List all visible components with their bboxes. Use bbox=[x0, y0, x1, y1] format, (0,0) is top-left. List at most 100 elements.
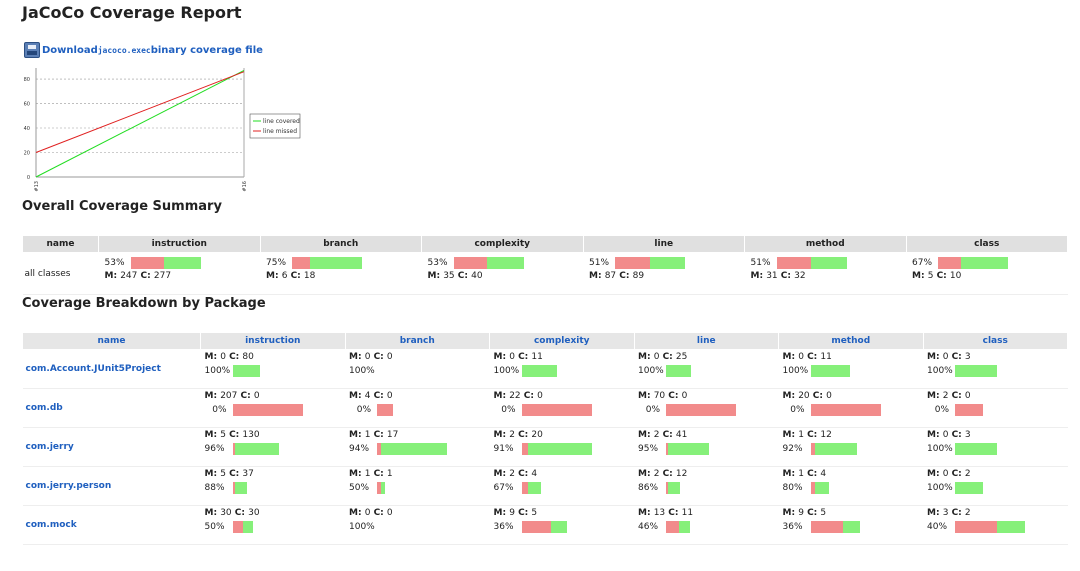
coverage-bar bbox=[810, 365, 850, 377]
coverage-bar bbox=[232, 365, 260, 377]
summary-header-method: method bbox=[744, 235, 907, 253]
missed-covered-counts: M: 1 C: 1 bbox=[349, 469, 393, 479]
coverage-bar bbox=[810, 404, 881, 416]
coverage-percent: 0% bbox=[212, 405, 227, 415]
missed-covered-counts: M: 0 C: 11 bbox=[782, 352, 832, 362]
package-link[interactable]: com.jerry.person bbox=[22, 466, 201, 506]
covered-bar bbox=[810, 365, 850, 377]
covered-bar bbox=[997, 521, 1025, 533]
missed-covered-counts: M: 1 C: 12 bbox=[782, 430, 832, 440]
coverage-percent: 40% bbox=[927, 522, 948, 532]
summary-cell-class: 67% M: 5 C: 10 bbox=[906, 252, 1068, 295]
covered-count: 2 bbox=[964, 469, 971, 479]
missed-covered-counts: M: 247 C: 277 bbox=[104, 271, 172, 281]
summary-table: name instruction branch complexity line metho… bbox=[22, 235, 1068, 295]
missed-bar bbox=[377, 404, 393, 416]
missed-count: 22 bbox=[509, 391, 521, 401]
covered-count: 3 bbox=[964, 430, 971, 440]
package-header-complexity[interactable]: complexity bbox=[489, 332, 635, 350]
missed-covered-counts: M: 0 C: 3 bbox=[927, 430, 971, 440]
missed-covered-counts: M: 2 C: 4 bbox=[493, 469, 538, 479]
covered-bar bbox=[961, 256, 1008, 269]
coverage-bar bbox=[232, 521, 253, 533]
covered-count: 4 bbox=[531, 469, 538, 479]
package-cell-branch: M: 1 C: 1 50% bbox=[345, 466, 490, 506]
missed-covered-counts: M: 30 C: 30 bbox=[204, 508, 260, 518]
coverage-percent: 100% bbox=[349, 522, 375, 532]
summary-header-line: line bbox=[582, 235, 745, 253]
coverage-bar bbox=[377, 482, 385, 494]
coverage-bar bbox=[955, 521, 1025, 533]
download-link[interactable]: Download jacoco.exec binary coverage fil… bbox=[24, 42, 263, 58]
coverage-percent: 100% bbox=[927, 444, 953, 454]
missed-covered-counts: M: 0 C: 11 bbox=[493, 352, 543, 362]
covered-count: 0 bbox=[826, 391, 832, 401]
missed-bar bbox=[955, 521, 997, 533]
missed-count: 1 bbox=[798, 469, 804, 479]
package-cell-branch: M: 0 C: 0 100% bbox=[345, 349, 490, 389]
missed-count: 207 bbox=[220, 391, 238, 401]
missed-bar bbox=[666, 404, 736, 416]
coverage-percent: 46% bbox=[638, 522, 659, 532]
missed-count: 2 bbox=[653, 430, 660, 440]
missed-covered-counts: M: 0 C: 25 bbox=[638, 352, 688, 362]
package-header-instruction[interactable]: instruction bbox=[200, 332, 346, 350]
missed-bar bbox=[810, 404, 881, 416]
summary-cell-branch: 75% M: 6 C: 18 bbox=[260, 252, 422, 295]
package-cell-method: M: 1 C: 12 92% bbox=[778, 427, 923, 467]
missed-count: 6 bbox=[281, 271, 288, 281]
missed-covered-counts: M: 5 C: 37 bbox=[204, 469, 254, 479]
download-prefix[interactable]: Download bbox=[42, 44, 98, 56]
missed-count: 4 bbox=[364, 391, 371, 401]
missed-count: 70 bbox=[653, 391, 666, 401]
coverage-percent: 100% bbox=[493, 366, 520, 376]
coverage-bar bbox=[377, 443, 447, 455]
coverage-percent: 80% bbox=[782, 483, 803, 493]
coverage-percent: 94% bbox=[349, 444, 370, 454]
covered-count: 40 bbox=[471, 271, 483, 281]
coverage-percent: 88% bbox=[204, 483, 225, 493]
covered-bar bbox=[650, 256, 685, 269]
package-header-name[interactable]: name bbox=[22, 332, 201, 350]
coverage-bar bbox=[521, 365, 557, 377]
package-header-line[interactable]: line bbox=[633, 332, 779, 350]
covered-count: 11 bbox=[820, 352, 832, 362]
download-filename[interactable]: jacoco.exec bbox=[97, 45, 151, 55]
package-link[interactable]: com.mock bbox=[22, 505, 201, 545]
package-header-class[interactable]: class bbox=[922, 332, 1068, 350]
missed-count: 1 bbox=[798, 430, 804, 440]
summary-cell-complexity: 53% M: 35 C: 40 bbox=[421, 252, 583, 295]
covered-count: 11 bbox=[681, 508, 694, 518]
y-tick-label: 60 bbox=[24, 102, 30, 108]
missed-count: 9 bbox=[509, 508, 515, 518]
package-header-method[interactable]: method bbox=[778, 332, 924, 350]
coverage-percent: 50% bbox=[204, 522, 225, 532]
package-link[interactable]: com.jerry bbox=[22, 427, 201, 467]
missed-bar bbox=[955, 404, 983, 416]
package-cell-instruction: M: 207 C: 0 0% bbox=[200, 388, 345, 428]
missed-covered-counts: M: 31 C: 32 bbox=[750, 271, 806, 281]
covered-count: 3 bbox=[964, 352, 971, 362]
package-link[interactable]: com.db bbox=[22, 388, 201, 428]
missed-count: 2 bbox=[509, 469, 515, 479]
legend-label: line missed bbox=[263, 128, 297, 135]
package-link[interactable]: com.Account.JUnit5Project bbox=[22, 349, 201, 389]
covered-count: 12 bbox=[820, 430, 832, 440]
package-cell-line: M: 70 C: 0 0% bbox=[634, 388, 779, 428]
covered-count: 25 bbox=[675, 352, 688, 362]
package-header-branch[interactable]: branch bbox=[344, 332, 490, 350]
missed-bar bbox=[292, 256, 310, 269]
table-row: com.mock M: 30 C: 30 50% M: 0 C: 0 100% M: 9 … bbox=[22, 505, 1068, 545]
missed-covered-counts: M: 35 C: 40 bbox=[427, 271, 483, 281]
covered-count: 1 bbox=[386, 469, 393, 479]
covered-bar bbox=[234, 482, 247, 494]
covered-bar bbox=[955, 443, 997, 455]
covered-count: 80 bbox=[242, 352, 254, 362]
missed-covered-counts: M: 0 C: 80 bbox=[204, 352, 254, 362]
missed-bar bbox=[453, 256, 487, 269]
missed-count: 31 bbox=[766, 271, 778, 281]
covered-count: 20 bbox=[531, 430, 543, 440]
download-suffix[interactable]: binary coverage file bbox=[150, 44, 263, 56]
y-tick-label: 40 bbox=[24, 126, 30, 132]
missed-bar bbox=[232, 482, 235, 494]
